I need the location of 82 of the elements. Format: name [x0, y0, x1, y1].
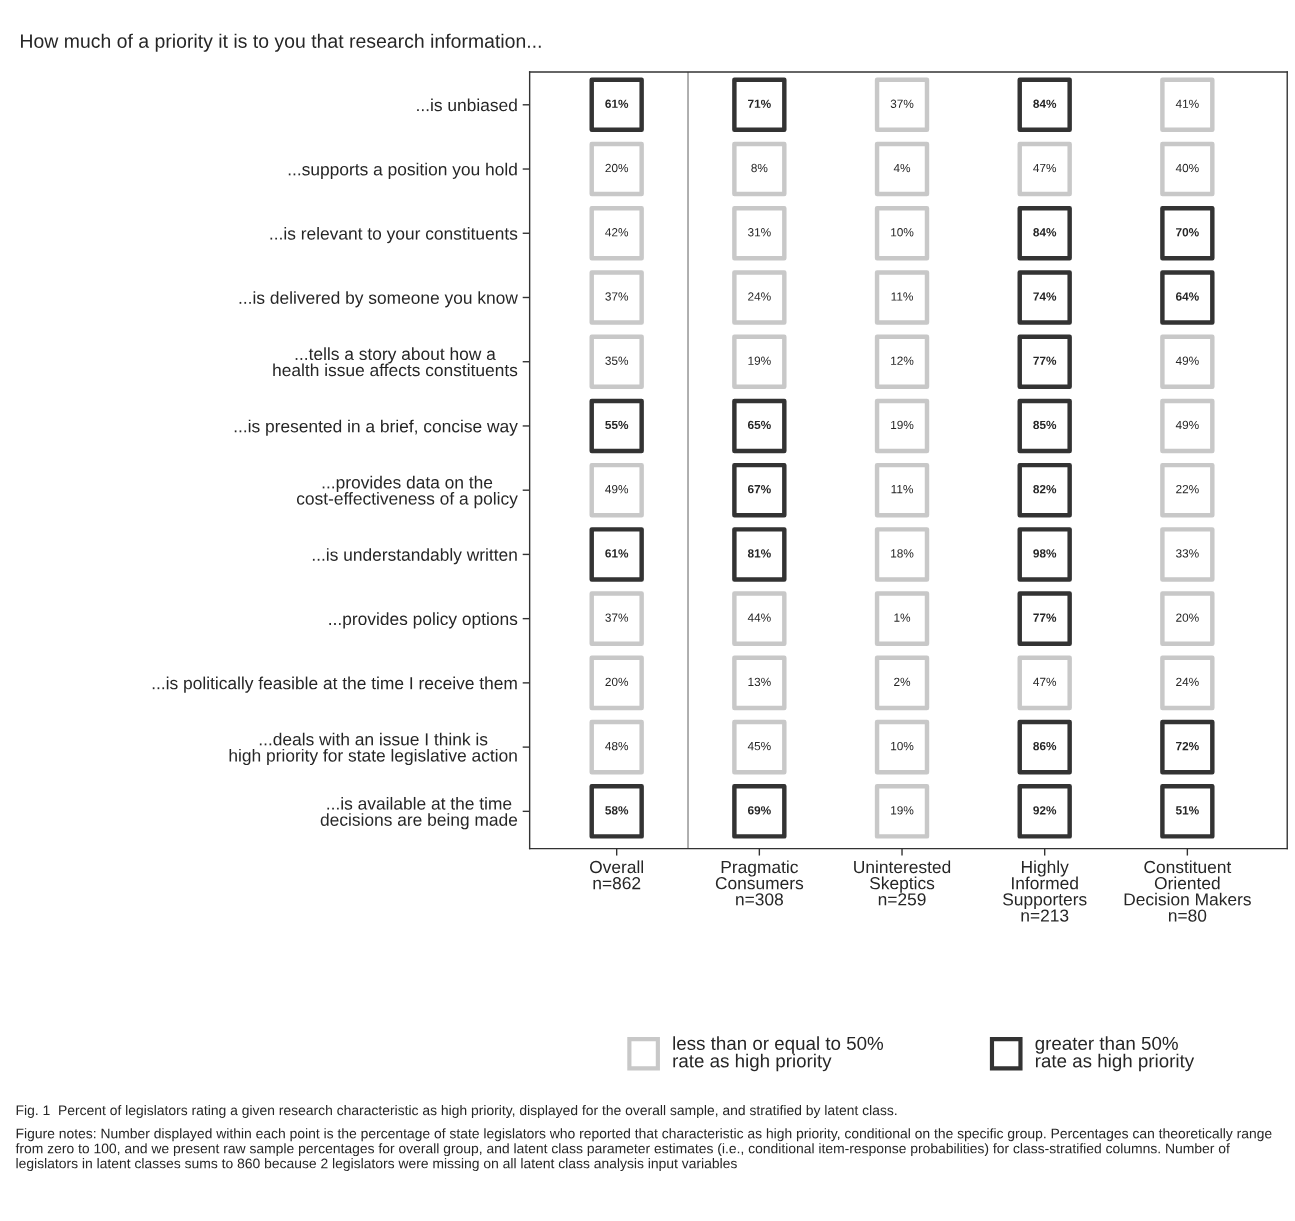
data-label: 19%: [748, 356, 771, 365]
y-tick-label: ...is delivered by someone you know: [239, 291, 518, 308]
y-tick-label: ...is available at the time decisions are being made: [320, 796, 518, 830]
data-label: 49%: [605, 484, 629, 494]
data-label: 19%: [891, 420, 914, 430]
data-label: 11%: [891, 485, 913, 494]
caption: Fig. 1 Percent of legislators rating a given research characteristic as high priority, displayed for the overall sample, and stratified by latent class.: [16, 1105, 897, 1118]
x-tick-label: Constituent Oriented Decision Makers n=80: [1124, 860, 1251, 922]
data-label: 81%: [747, 549, 771, 558]
data-label: 31%: [747, 228, 771, 237]
data-label: 13%: [748, 677, 771, 687]
data-label: 98%: [1033, 549, 1057, 558]
y-tick-label: ...provides data on the cost-effectiveness of a policy: [296, 475, 518, 509]
data-label: 18%: [891, 549, 914, 558]
data-label: 84%: [1033, 99, 1057, 108]
data-label: 45%: [747, 741, 771, 751]
y-tick-label: ...is relevant to your constituents: [270, 226, 518, 244]
data-label: 77%: [1033, 356, 1057, 365]
data-label: 92%: [1033, 806, 1057, 815]
x-tick-label: Pragmatic Consumers n=308: [715, 860, 804, 906]
data-label: 20%: [605, 163, 629, 173]
data-label: 41%: [1175, 99, 1199, 108]
data-label: 55%: [605, 420, 629, 430]
data-label: 24%: [1176, 677, 1199, 686]
data-label: 20%: [605, 677, 629, 687]
x-tick-label: Highly Informed Supporters n=213: [1003, 860, 1087, 922]
data-label: 12%: [891, 356, 914, 365]
data-label: 61%: [605, 549, 629, 558]
data-label: 37%: [605, 613, 629, 622]
text: Figure notes: Number displayed within each point is the percentage of state legislators who reported that characteristic as high priority, conditional on the specific group. Percentages can theoretically range from zero to 100, and we present raw sample percentages for overall group, and latent class parameter estimates (i.e., conditional item-response probabilities) for class-stratified columns. Number of legislators in latent classes sums to 860 because 2 legislators were missing on all latent class analysis input variables: [15, 1128, 1272, 1172]
text: less than or equal to 50% rate as high priority: [673, 1036, 884, 1072]
x-tick-label: Overall n=862: [590, 860, 644, 890]
text: greater than 50% rate as high priority: [1035, 1036, 1195, 1072]
data-label: 10%: [891, 741, 914, 751]
y-tick-label: ...provides policy options: [329, 612, 518, 629]
data-label: 24%: [748, 292, 771, 301]
x-tick-label: Uninterested Skeptics n=259: [854, 860, 951, 906]
data-label: 33%: [1176, 549, 1199, 558]
data-label: 85%: [1033, 420, 1057, 430]
data-label: 51%: [1175, 806, 1199, 815]
y-tick-label: ...deals with an issue I think is high priority for state legislative action: [229, 732, 517, 766]
data-label: 58%: [605, 806, 629, 815]
y-tick-label: ...is presented in a brief, concise way: [234, 419, 518, 436]
data-label: 37%: [890, 99, 914, 108]
data-label: 47%: [1033, 677, 1057, 686]
data-label: 1%: [894, 613, 911, 622]
data-label: 65%: [747, 420, 771, 430]
data-label: 69%: [747, 806, 771, 815]
data-label: 71%: [748, 99, 771, 108]
data-label: 40%: [1175, 163, 1199, 173]
data-label: 49%: [1175, 356, 1199, 365]
data-label: 20%: [1176, 613, 1199, 622]
data-label: 37%: [605, 292, 629, 301]
data-label: 47%: [1033, 163, 1057, 173]
data-label: 67%: [747, 484, 771, 494]
data-label: 84%: [1033, 228, 1057, 237]
data-label: 4%: [893, 163, 911, 173]
data-label: 64%: [1175, 292, 1199, 301]
data-label: 77%: [1033, 613, 1057, 622]
data-label: 72%: [1176, 741, 1199, 751]
data-label: 10%: [891, 228, 914, 237]
data-label: 8%: [751, 163, 768, 173]
data-label: 82%: [1033, 484, 1057, 494]
data-label: 49%: [1175, 420, 1199, 430]
text: How much of a priority it is to you that research information...: [21, 33, 541, 52]
data-label: 19%: [891, 806, 914, 815]
y-tick-label: ...is understandably written: [312, 548, 517, 565]
data-label: 70%: [1176, 228, 1199, 237]
y-tick-label: ...is unbiased: [417, 98, 517, 112]
data-label: 86%: [1033, 741, 1057, 751]
data-label: 74%: [1033, 292, 1057, 301]
data-label: 2%: [894, 677, 911, 686]
y-tick-label: ...is politically feasible at the time I receive them: [152, 676, 517, 693]
data-label: 48%: [605, 741, 629, 751]
y-tick-label: ...tells a story about how a health issue affects constituents: [273, 347, 518, 377]
data-label: 42%: [605, 228, 629, 237]
data-label: 22%: [1176, 484, 1199, 494]
data-label: 11%: [891, 292, 913, 301]
data-label: 44%: [747, 613, 771, 622]
y-tick-label: ...supports a position you hold: [288, 162, 517, 179]
data-label: 35%: [605, 356, 629, 365]
data-label: 61%: [605, 99, 629, 108]
